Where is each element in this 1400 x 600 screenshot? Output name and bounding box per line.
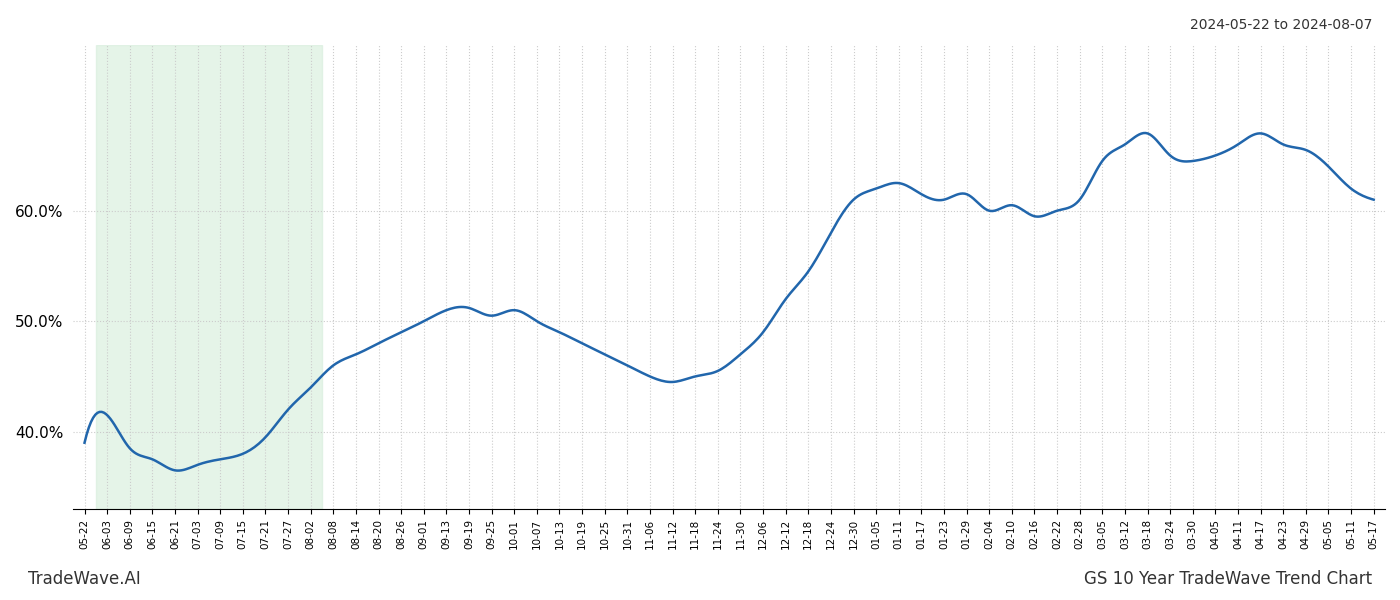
- Text: GS 10 Year TradeWave Trend Chart: GS 10 Year TradeWave Trend Chart: [1084, 570, 1372, 588]
- Bar: [95, 45, 322, 509]
- Text: 2024-05-22 to 2024-08-07: 2024-05-22 to 2024-08-07: [1190, 18, 1372, 32]
- Text: TradeWave.AI: TradeWave.AI: [28, 570, 141, 588]
